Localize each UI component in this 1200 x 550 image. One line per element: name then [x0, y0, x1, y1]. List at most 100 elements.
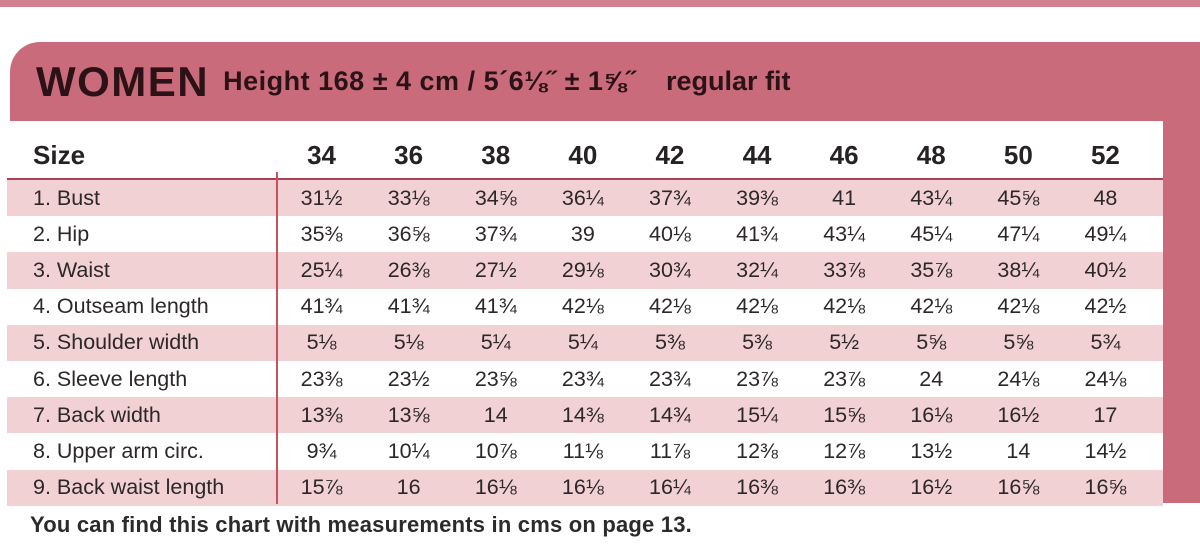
- measurement-cell: 41¾: [300, 294, 343, 319]
- measurement-cell: 5⅜: [742, 330, 772, 355]
- size-header-cell: 44: [742, 140, 772, 170]
- measurement-cell: 5⅝: [1003, 330, 1034, 355]
- row-label: 9. Back waist length: [33, 475, 225, 500]
- measurement-cell: 24: [919, 366, 944, 391]
- row-label: 6. Sleeve length: [33, 366, 188, 391]
- measurement-cell: 14½: [1084, 438, 1127, 463]
- measurement-cell: 37¾: [649, 185, 691, 210]
- row-label: 5. Shoulder width: [33, 330, 200, 355]
- measurement-cell: 39: [570, 221, 595, 246]
- size-header-cell: 36: [394, 140, 424, 170]
- measurement-cell: 16: [396, 475, 421, 500]
- size-header-cell: 52: [1090, 140, 1120, 170]
- measurement-cell: 16⅛: [474, 475, 517, 500]
- measurement-cell: 5¼: [480, 330, 511, 355]
- table-row: 7. Back width 13⅜ 13⅝ 14 14⅜ 14¾ 15¼ 15⅝ 16⅛ 16½ 1…: [7, 397, 1163, 434]
- measurement-cell: 13⅜: [300, 402, 343, 427]
- measurement-cell: 16⅜: [823, 475, 866, 500]
- measurement-cell: 26⅜: [387, 257, 430, 282]
- measurement-cell: 16⅝: [997, 475, 1040, 500]
- measurement-cell: 23⅞: [736, 366, 778, 391]
- measurement-cell: 14: [483, 402, 508, 427]
- measurement-cell: 5⅝: [916, 330, 947, 355]
- row-label: 3. Waist: [33, 257, 110, 282]
- measurement-cell: 33⅛: [387, 185, 430, 210]
- footnote: You can find this chart with measurement…: [30, 512, 692, 537]
- row-label: 7. Back width: [33, 402, 161, 427]
- measurement-cell: 40½: [1084, 257, 1127, 282]
- size-header-cell: 48: [916, 140, 946, 170]
- row-label: 1. Bust: [33, 185, 100, 210]
- measurement-cell: 23⅝: [474, 366, 517, 391]
- measurement-cell: 10¼: [387, 438, 430, 463]
- top-edge-strip: [0, 0, 1200, 7]
- measurement-cell: 12⅞: [823, 438, 866, 463]
- measurement-cell: 9¾: [306, 438, 337, 463]
- table-row: 5. Shoulder width 5⅛ 5⅛ 5¼ 5¼ 5⅜ 5⅜ 5½ 5⅝ 5⅝ 5¾: [7, 324, 1163, 361]
- measurement-cell: 23¾: [561, 366, 604, 391]
- measurement-cell: 45⅝: [997, 185, 1040, 210]
- size-header-cell: 46: [829, 140, 859, 170]
- measurement-cell: 16⅜: [736, 475, 778, 500]
- measurement-cell: 30¾: [649, 257, 691, 282]
- size-header-cell: 40: [568, 140, 598, 170]
- measurement-cell: 16¼: [649, 475, 691, 500]
- measurement-cell: 41: [832, 185, 857, 210]
- measurement-cell: 23⅞: [823, 366, 866, 391]
- measurement-cell: 41¾: [387, 294, 430, 319]
- fit-label: regular fit: [665, 66, 791, 96]
- measurement-cell: 23½: [387, 366, 430, 391]
- measurement-cell: 11⅛: [562, 438, 603, 463]
- measurement-cell: 5⅛: [306, 330, 337, 355]
- measurement-cell: 5⅛: [393, 330, 424, 355]
- right-edge-band: [1163, 121, 1200, 503]
- measurement-cell: 11⅞: [649, 438, 691, 463]
- size-column-header: Size: [33, 140, 86, 170]
- measurement-cell: 36⅝: [387, 221, 430, 246]
- table-row: 2. Hip 35⅜ 36⅝ 37¾ 39 40⅛ 41¾ 43¼ 45¼ 47¼ 49¼: [7, 216, 1163, 252]
- measurement-cell: 16⅛: [561, 475, 604, 500]
- measurement-cell: 32¼: [736, 257, 778, 282]
- measurement-cell: 43¼: [823, 221, 866, 246]
- measurement-cell: 25¼: [300, 257, 343, 282]
- table-row: 8. Upper arm circ. 9¾ 10¼ 10⅞ 11⅛ 11⅞ 12⅜ 12⅞ 13…: [7, 433, 1163, 469]
- measurement-cell: 23¾: [649, 366, 691, 391]
- size-header-cell: 50: [1003, 140, 1033, 170]
- height-spec-text: Height 168 ± 4 cm / 5´6⅛˝ ± 1⅝˝: [223, 66, 636, 96]
- page-title: WOMEN: [36, 57, 210, 105]
- measurement-cell: 24⅛: [997, 366, 1040, 391]
- measurement-cell: 42⅛: [910, 294, 953, 319]
- measurement-cell: 29⅛: [561, 257, 604, 282]
- measurement-cell: 5⅜: [654, 330, 685, 355]
- measurement-cell: 15¼: [736, 402, 778, 427]
- column-divider-line: [276, 172, 278, 504]
- measurement-cell: 16⅝: [1084, 475, 1127, 500]
- measurement-cell: 24⅛: [1084, 366, 1127, 391]
- table-row: 6. Sleeve length 23⅜ 23½ 23⅝ 23¾ 23¾ 23⅞ 23⅞ 24 2…: [7, 361, 1163, 397]
- measurement-cell: 37¾: [474, 221, 517, 246]
- row-label: 4. Outseam length: [33, 294, 209, 319]
- measurement-cell: 5¾: [1090, 330, 1121, 355]
- measurement-cell: 42⅛: [997, 294, 1040, 319]
- size-header-cell: 42: [655, 140, 685, 170]
- measurement-cell: 42⅛: [823, 294, 866, 319]
- measurement-cell: 5¼: [567, 330, 598, 355]
- table-row: 9. Back waist length 15⅞ 16 16⅛ 16⅛ 16¼ 16⅜ 16⅜…: [7, 469, 1163, 506]
- chart-header-bar: WOMEN Height 168 ± 4 cm / 5´6⅛˝ ± 1⅝˝ re…: [10, 42, 1200, 121]
- measurement-cell: 12⅜: [736, 438, 778, 463]
- table-row: 1. Bust 31½ 33⅛ 34⅝ 36¼ 37¾ 39⅜ 41 43¼ 45⅝ 48: [7, 180, 1163, 217]
- measurement-cell: 42⅛: [649, 294, 691, 319]
- measurement-cell: 38¼: [997, 257, 1040, 282]
- measurement-cell: 14⅜: [561, 402, 604, 427]
- measurement-table: Size 34 36 38 40 42 44 46 48 50 52 1. Bust 31½ 33⅛ 3…: [7, 121, 1163, 506]
- measurement-cell: 16½: [910, 475, 953, 500]
- measurement-cell: 13½: [910, 438, 953, 463]
- table-row: 4. Outseam length 41¾ 41¾ 41¾ 42⅛ 42⅛ 42⅛ 42⅛ 42…: [7, 289, 1163, 325]
- measurement-cell: 16½: [997, 402, 1040, 427]
- measurement-cell: 42½: [1084, 294, 1127, 319]
- measurement-cell: 39⅜: [736, 185, 778, 210]
- table-body: 1. Bust 31½ 33⅛ 34⅝ 36¼ 37¾ 39⅜ 41 43¼ 45⅝ 48 2. Hi…: [7, 178, 1163, 506]
- measurement-cell: 35⅜: [300, 221, 343, 246]
- measurement-cell: 27½: [474, 257, 517, 282]
- measurement-cell: 13⅝: [387, 402, 430, 427]
